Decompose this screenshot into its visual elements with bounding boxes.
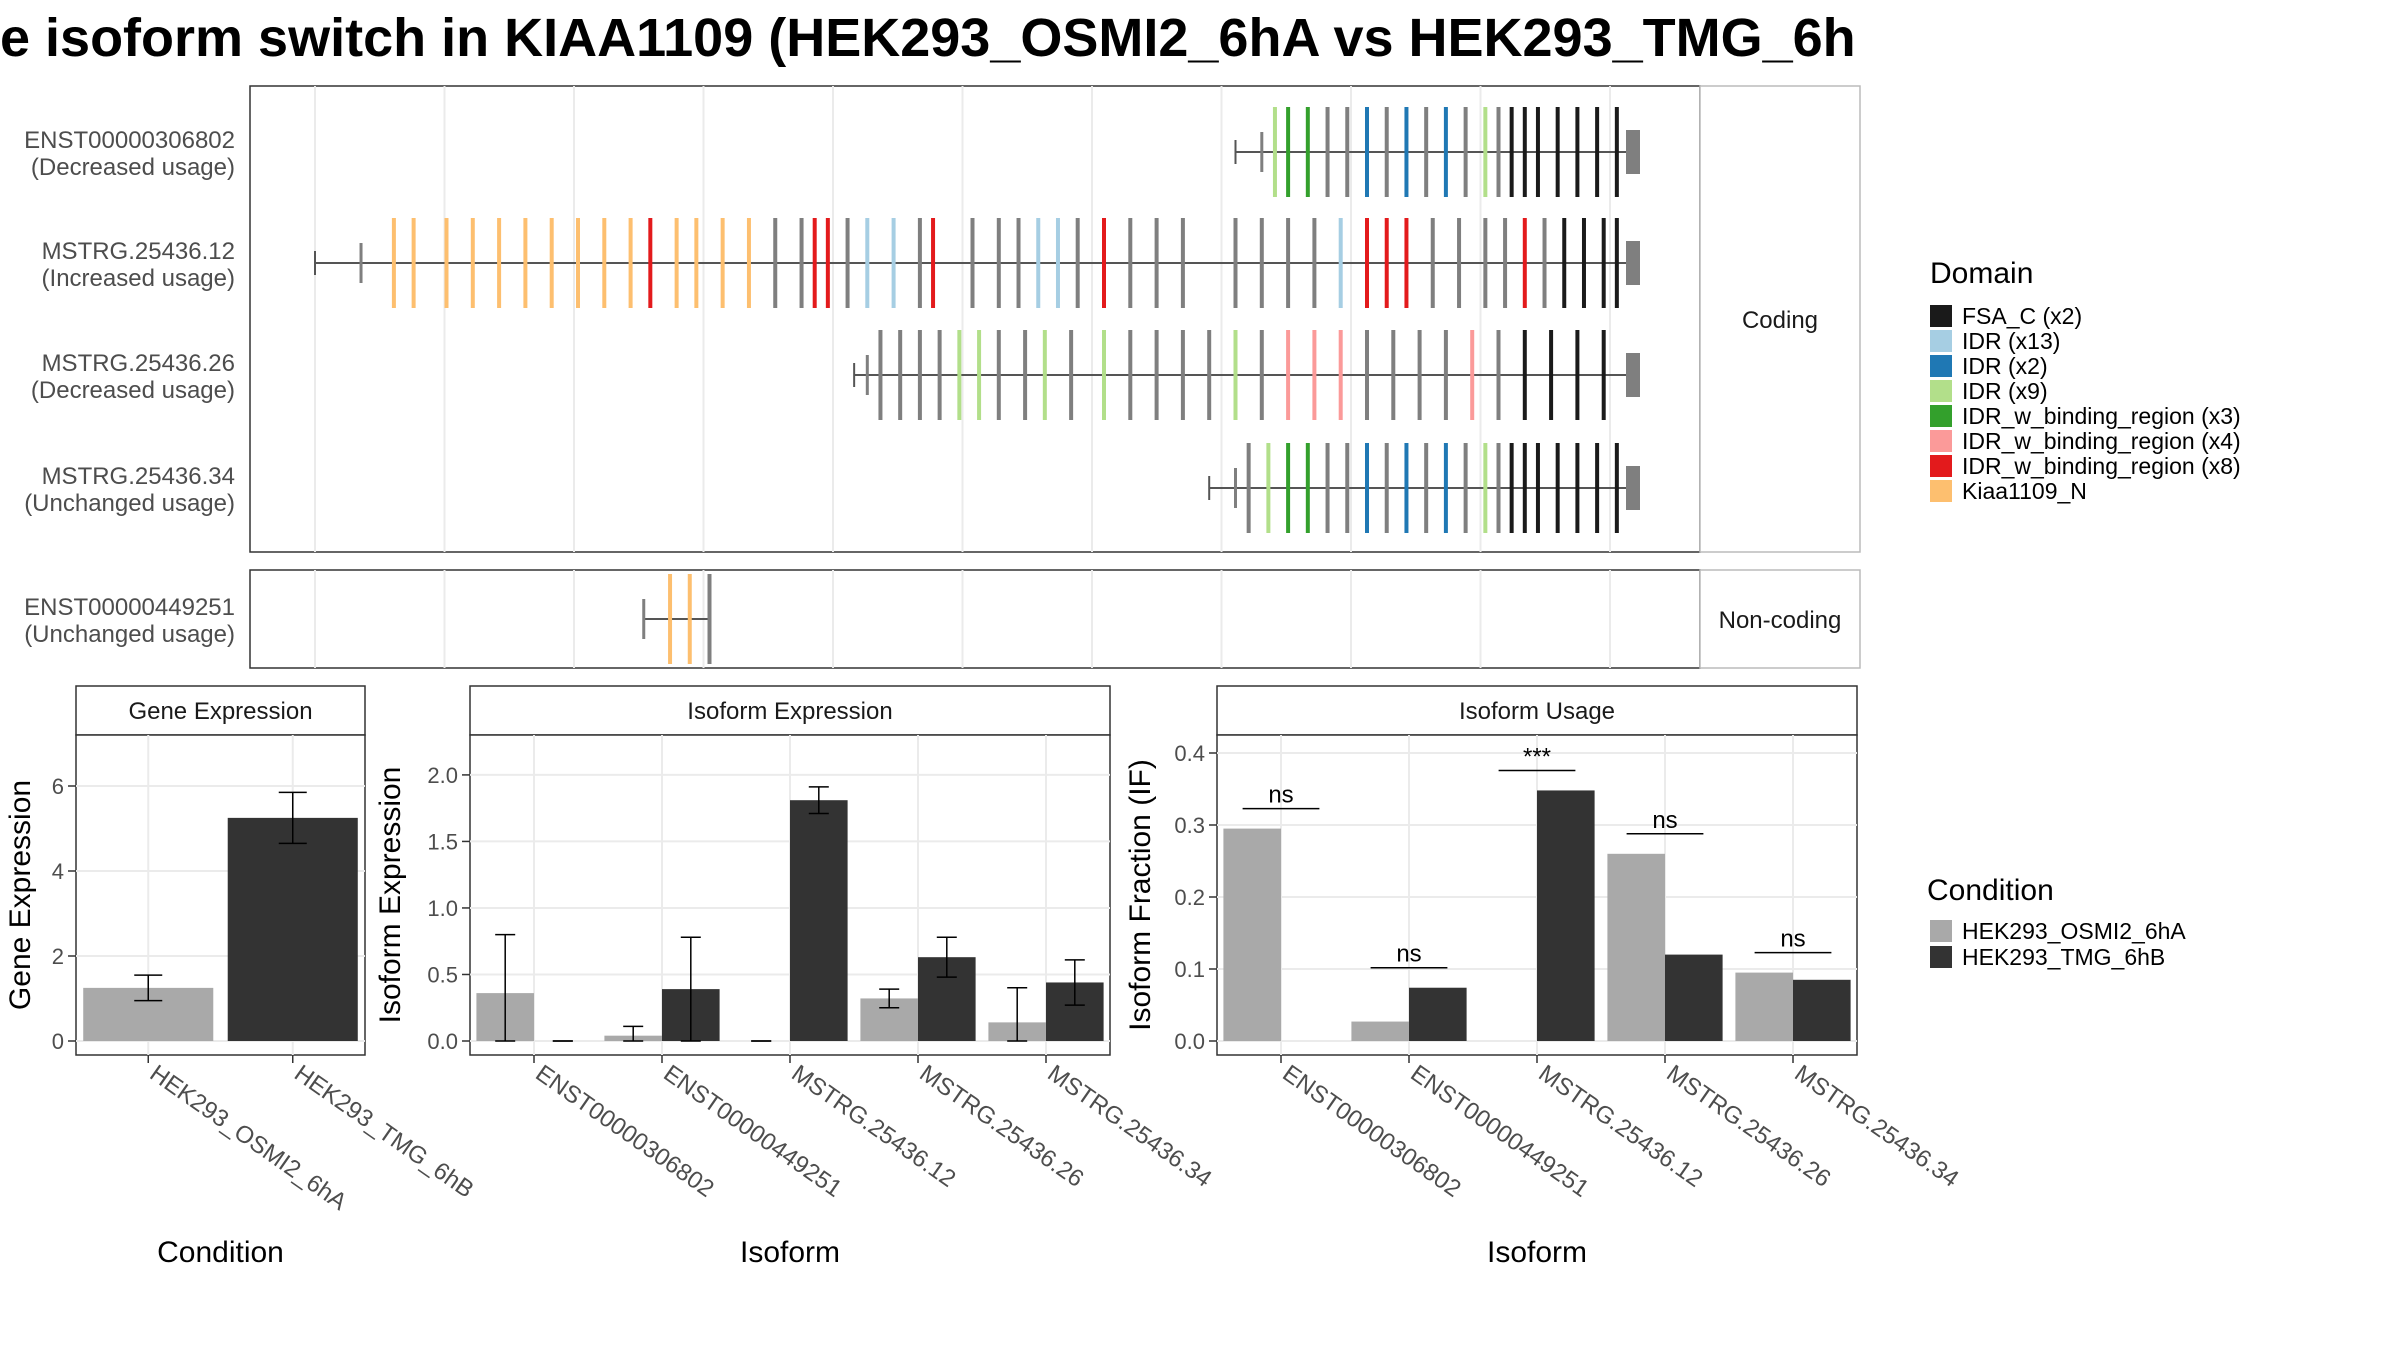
y-tick-label: 0.2 [1174, 885, 1205, 910]
transcript-track: MSTRG.25436.34(Unchanged usage) [24, 443, 1640, 533]
utr-3prime [1626, 130, 1640, 174]
domain-legend-label: IDR (x9) [1962, 378, 2048, 404]
transcript-track: MSTRG.25436.12(Increased usage) [42, 218, 1640, 308]
figure-title: e isoform switch in KIAA1109 (HEK293_OSM… [0, 8, 1856, 68]
domain-legend-label: IDR_w_binding_region (x3) [1962, 403, 2241, 429]
transcript-id-label: ENST00000449251 [24, 594, 235, 621]
chart-panel: Gene Expression0246HEK293_OSMI2_6hAHEK29… [4, 685, 479, 1269]
bar [1409, 987, 1467, 1041]
bar [1607, 853, 1665, 1041]
significance-label: *** [1523, 743, 1551, 770]
panel-strip [469, 685, 1111, 736]
y-axis-title: Gene Expression [4, 780, 37, 1010]
significance-label: ns [1780, 926, 1805, 953]
x-axis-title: Isoform [1487, 1236, 1587, 1269]
bar [1665, 954, 1723, 1041]
y-tick-label: 0.4 [1174, 741, 1205, 766]
transcript-usage-label: (Unchanged usage) [24, 490, 235, 517]
transcript-id-label: MSTRG.25436.34 [42, 463, 235, 490]
bar [790, 800, 848, 1041]
y-tick-label: 0 [52, 1029, 64, 1054]
utr-3prime [1626, 466, 1640, 510]
bar [1223, 828, 1281, 1041]
y-tick-label: 0.5 [427, 962, 458, 987]
condition-legend-swatch [1930, 920, 1952, 942]
bar [1351, 1021, 1409, 1041]
condition-legend-swatch [1930, 946, 1952, 968]
domain-legend-label: Kiaa1109_N [1962, 478, 2087, 504]
y-tick-label: 2 [52, 944, 64, 969]
domain-legend-title: Domain [1930, 257, 2033, 290]
domain-legend-label: IDR (x13) [1962, 328, 2060, 354]
transcript-usage-label: (Unchanged usage) [24, 621, 235, 648]
transcript-usage-label: (Decreased usage) [31, 377, 235, 404]
domain-legend-swatch [1930, 430, 1952, 452]
panel-title: Isoform Expression [687, 698, 892, 725]
coding-facet-strip [1699, 85, 1861, 553]
bar [1735, 972, 1793, 1041]
y-tick-label: 0.1 [1174, 957, 1205, 982]
utr-3prime [1626, 353, 1640, 397]
coding-facet-label: Coding [1742, 307, 1818, 334]
y-tick-label: 1.0 [427, 896, 458, 921]
transcript-id-label: MSTRG.25436.12 [42, 238, 235, 265]
y-tick-label: 4 [52, 859, 64, 884]
bar [1793, 979, 1851, 1041]
utr-3prime [1626, 241, 1640, 285]
domain-legend-label: IDR_w_binding_region (x4) [1962, 428, 2241, 454]
y-axis-title: Isoform Expression [374, 767, 407, 1024]
domain-legend-swatch [1930, 305, 1952, 327]
chart-panel: Isoform Expression0.00.51.01.52.0ENST000… [374, 685, 1216, 1269]
y-tick-label: 2.0 [427, 763, 458, 788]
transcript-id-label: MSTRG.25436.26 [42, 350, 235, 377]
x-axis-title: Isoform [740, 1236, 840, 1269]
panel-strip [75, 685, 366, 736]
domain-legend-label: IDR_w_binding_region (x8) [1962, 453, 2241, 479]
y-tick-label: 0.3 [1174, 813, 1205, 838]
domain-legend-swatch [1930, 480, 1952, 502]
noncoding-facet-label: Non-coding [1719, 607, 1842, 634]
noncoding-panel [249, 569, 1701, 669]
y-tick-label: 6 [52, 774, 64, 799]
significance-label: ns [1396, 941, 1421, 968]
domain-legend-label: FSA_C (x2) [1962, 303, 2082, 329]
panel-title: Gene Expression [128, 698, 312, 725]
significance-label: ns [1652, 807, 1677, 834]
domain-legend-swatch [1930, 455, 1952, 477]
y-axis-title: Isoform Fraction (IF) [1124, 759, 1157, 1031]
domain-legend-swatch [1930, 380, 1952, 402]
chart-panel: Isoform Usage0.00.10.20.30.4nsns***nsnsE… [1124, 685, 1963, 1269]
significance-label: ns [1268, 782, 1293, 809]
panel-strip [1216, 685, 1858, 736]
panel-title: Isoform Usage [1459, 698, 1615, 725]
bar [227, 817, 358, 1041]
condition-legend-title: Condition [1927, 874, 2054, 907]
transcript-track: ENST00000306802(Decreased usage) [24, 107, 1640, 197]
bar [1537, 790, 1595, 1041]
noncoding-facet-strip [1699, 569, 1861, 669]
y-tick-label: 0.0 [427, 1029, 458, 1054]
y-tick-label: 1.5 [427, 829, 458, 854]
transcript-track: ENST00000449251(Unchanged usage) [24, 574, 712, 664]
condition-legend-label: HEK293_TMG_6hB [1962, 944, 2165, 970]
domain-legend-swatch [1930, 405, 1952, 427]
transcript-usage-label: (Decreased usage) [31, 154, 235, 181]
domain-legend-label: IDR (x2) [1962, 353, 2048, 379]
transcript-id-label: ENST00000306802 [24, 127, 235, 154]
transcript-track: MSTRG.25436.26(Decreased usage) [31, 330, 1640, 420]
coding-panel [249, 85, 1701, 553]
y-tick-label: 0.0 [1174, 1029, 1205, 1054]
domain-legend-swatch [1930, 330, 1952, 352]
condition-legend-label: HEK293_OSMI2_6hA [1962, 918, 2186, 944]
x-axis-title: Condition [157, 1236, 284, 1269]
transcript-usage-label: (Increased usage) [42, 265, 235, 292]
domain-legend-swatch [1930, 355, 1952, 377]
